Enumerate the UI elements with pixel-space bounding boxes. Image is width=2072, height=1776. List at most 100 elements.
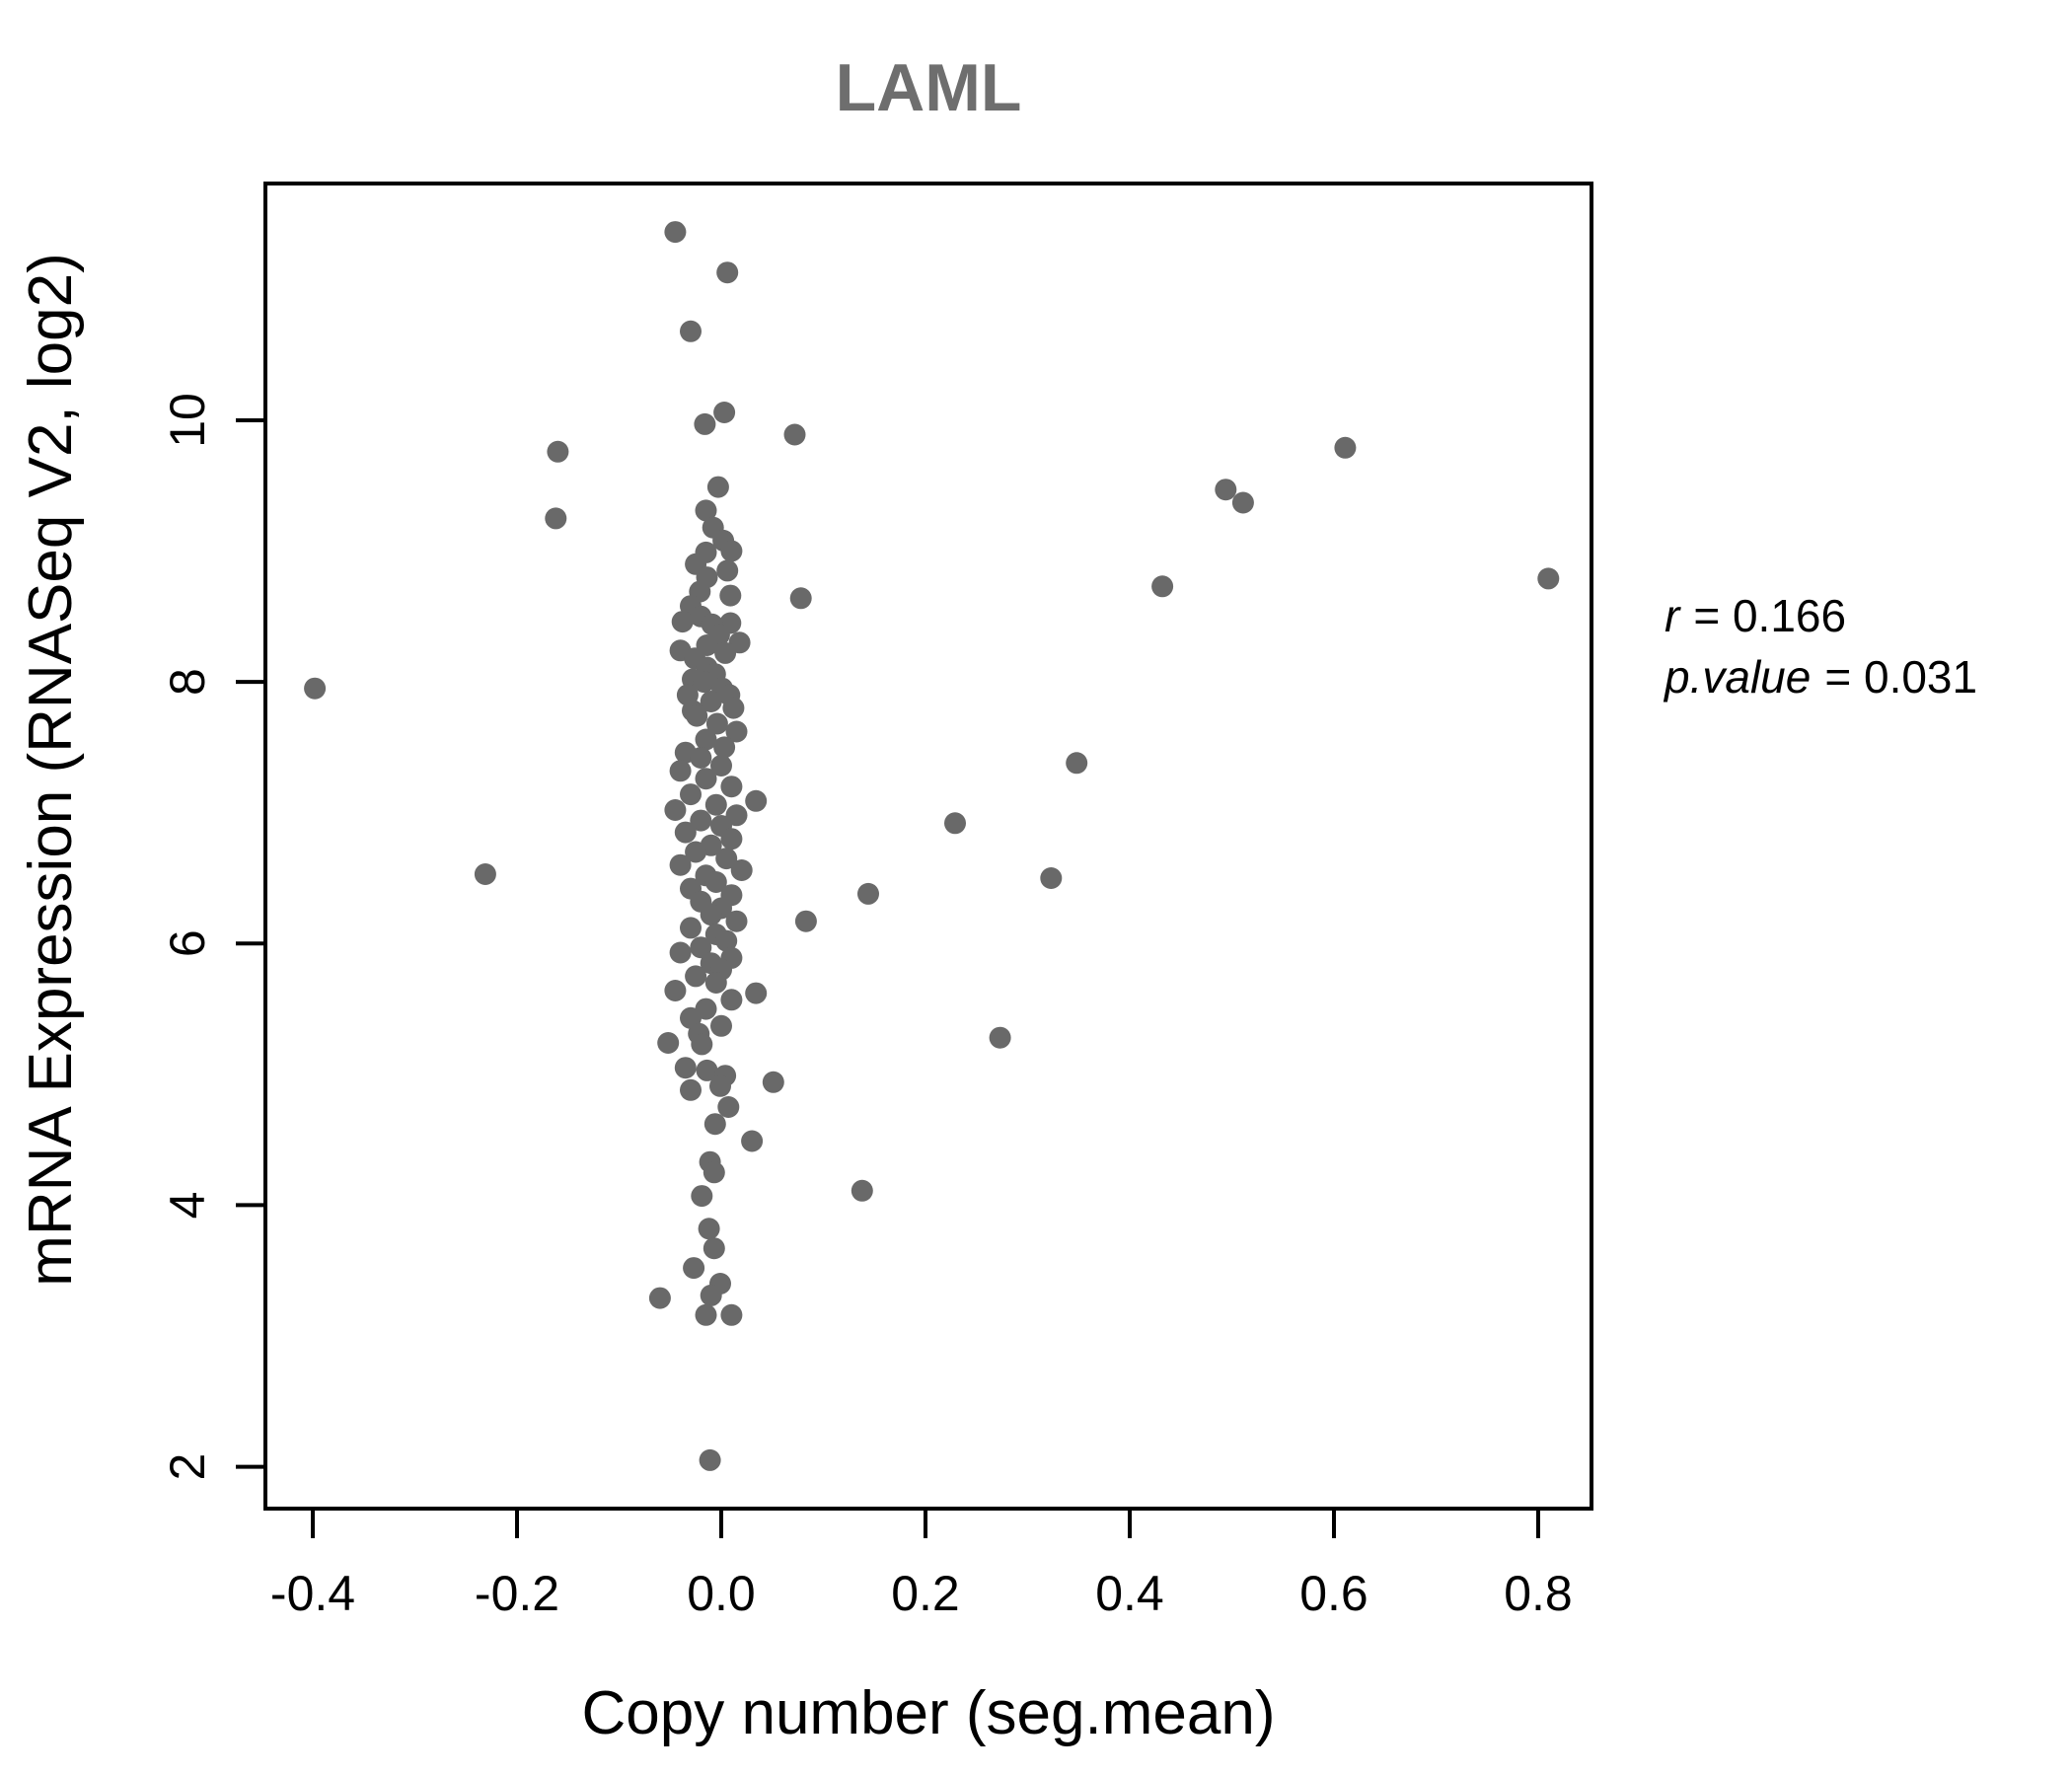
data-point <box>703 1113 726 1136</box>
data-point <box>683 1257 705 1280</box>
data-point <box>715 929 738 952</box>
plot-border <box>263 182 1593 1511</box>
data-point <box>664 980 687 1001</box>
x-axis-label: Copy number (seg.mean) <box>582 1679 1276 1747</box>
x-tick-label: 0.8 <box>1504 1566 1573 1621</box>
data-point <box>669 941 692 964</box>
data-point <box>704 871 727 893</box>
data-point <box>703 1161 725 1184</box>
data-point <box>713 402 736 423</box>
data-point <box>719 584 742 607</box>
data-point <box>691 1185 713 1208</box>
y-axis-ticks <box>236 417 265 1469</box>
x-tick-label: -0.2 <box>475 1566 559 1621</box>
data-point <box>674 1057 697 1079</box>
data-point <box>989 1026 1011 1049</box>
data-point <box>685 841 707 863</box>
data-point <box>664 799 687 821</box>
x-tick-label: 0.2 <box>891 1566 960 1621</box>
data-point <box>1537 567 1560 590</box>
data-point <box>700 904 722 926</box>
data-point <box>710 1014 732 1037</box>
data-point <box>725 910 748 932</box>
data-point <box>741 1130 764 1152</box>
data-point <box>547 440 569 463</box>
data-point <box>699 1448 721 1471</box>
data-point <box>694 412 716 435</box>
data-point <box>851 1179 873 1202</box>
data-point <box>710 755 732 777</box>
data-point <box>715 848 738 870</box>
data-point <box>1215 479 1237 501</box>
data-point <box>745 789 768 812</box>
y-tick-label: 2 <box>160 1453 215 1481</box>
data-point <box>474 863 496 885</box>
data-point <box>669 853 692 876</box>
data-point <box>703 1237 725 1260</box>
data-point <box>695 768 717 790</box>
data-point <box>1334 436 1357 459</box>
x-axis-ticks <box>311 1509 1540 1538</box>
y-tick-label: 4 <box>160 1192 215 1220</box>
data-point <box>1040 867 1063 889</box>
correlation-p-text: p.value = 0.031 <box>1663 651 1977 703</box>
data-point <box>648 1287 671 1309</box>
data-point <box>722 697 745 719</box>
data-point <box>700 691 722 712</box>
data-point <box>720 828 743 851</box>
data-point <box>716 261 739 284</box>
data-point <box>745 982 768 1004</box>
data-point <box>674 821 697 844</box>
data-point <box>698 1218 720 1240</box>
data-point <box>671 611 694 633</box>
x-axis-tick-labels: -0.4 -0.2 0.0 0.2 0.4 0.6 0.8 <box>270 1566 1573 1621</box>
x-tick-label: 0.4 <box>1095 1566 1164 1621</box>
data-point <box>680 320 702 342</box>
correlation-r-value: = 0.166 <box>1693 590 1846 641</box>
data-point <box>695 499 717 522</box>
y-axis-tick-labels: 2 4 6 8 10 <box>160 393 215 1480</box>
data-point <box>686 704 708 727</box>
data-point <box>730 859 753 881</box>
x-tick-label: -0.4 <box>270 1566 355 1621</box>
correlation-r-text: r = 0.166 <box>1665 590 1846 641</box>
data-point <box>704 972 727 994</box>
data-point <box>1066 752 1088 775</box>
data-point <box>857 882 879 905</box>
x-tick-label: 0.6 <box>1299 1566 1369 1621</box>
data-point <box>713 736 736 759</box>
y-tick-label: 8 <box>160 668 215 696</box>
data-point <box>704 793 727 816</box>
data-point <box>716 559 739 582</box>
data-point <box>695 1303 717 1326</box>
data-point <box>720 776 743 798</box>
data-point <box>705 712 728 735</box>
data-point <box>693 671 715 694</box>
data-point <box>762 1071 784 1093</box>
data-point <box>700 1284 722 1306</box>
data-point <box>709 1074 731 1097</box>
data-point <box>664 221 687 244</box>
data-point <box>720 989 743 1011</box>
y-tick-label: 10 <box>160 393 215 448</box>
plot-title: LAML <box>836 50 1022 125</box>
data-point <box>720 540 743 562</box>
correlation-r-name: r <box>1665 590 1681 641</box>
data-point <box>691 1033 713 1056</box>
correlation-p-value: = 0.031 <box>1824 651 1977 703</box>
data-point <box>690 809 712 832</box>
data-point <box>680 1078 702 1101</box>
data-point <box>783 423 806 446</box>
data-point <box>706 476 729 498</box>
y-axis-label: mRNA Expression (RNASeq V2, log2) <box>17 253 85 1287</box>
data-point <box>1151 575 1174 598</box>
data-point <box>725 720 748 743</box>
data-point <box>789 587 812 610</box>
data-points <box>304 221 1560 1471</box>
data-point <box>690 747 712 769</box>
x-tick-label: 0.0 <box>687 1566 756 1621</box>
data-point <box>680 783 702 806</box>
data-point <box>545 507 567 530</box>
